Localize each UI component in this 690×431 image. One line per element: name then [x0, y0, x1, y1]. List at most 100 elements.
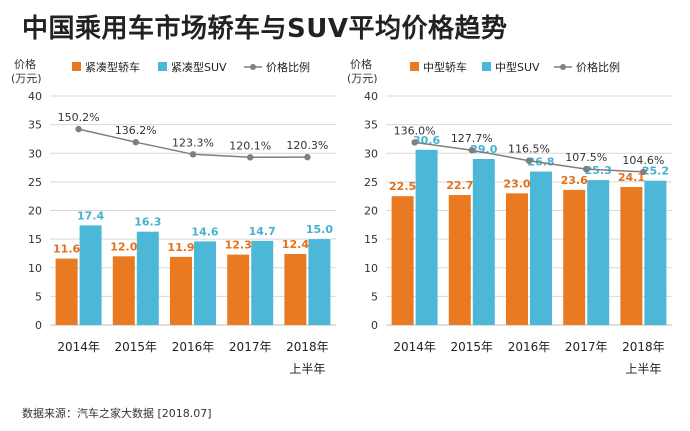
legend-swatch-series-1 [410, 62, 419, 71]
legend-label-ratio: 价格比例 [266, 60, 310, 74]
legend-swatch-series-1 [72, 62, 81, 71]
data-label-series-1: 12.3 [225, 239, 252, 252]
bar-series-1 [112, 256, 135, 325]
bar-series-1 [55, 258, 78, 325]
ratio-point [583, 165, 590, 173]
y-axis-title: 价格 [350, 57, 372, 71]
y-tick-label: 25 [28, 176, 42, 189]
bar-series-1 [391, 196, 414, 325]
bar-series-1 [284, 254, 307, 325]
data-label-series-1: 12.4 [282, 238, 309, 251]
bar-series-1 [506, 193, 528, 325]
data-label-series-1: 23.0 [503, 177, 530, 190]
y-tick-label: 35 [364, 119, 378, 132]
y-tick-label: 5 [371, 290, 378, 303]
bar-series-2 [472, 158, 495, 325]
ratio-point [304, 153, 311, 161]
y-tick-label: 0 [35, 319, 42, 332]
ratio-label: 136.0% [394, 124, 436, 137]
x-tick-label: 2018年 [622, 340, 665, 354]
data-label-series-2: 25.2 [642, 165, 669, 178]
y-tick-label: 10 [364, 262, 378, 275]
data-label-series-1: 22.5 [389, 180, 416, 193]
y-tick-label: 10 [28, 262, 42, 275]
data-label-series-2: 14.6 [191, 225, 218, 238]
legend-swatch-series-2 [158, 62, 167, 71]
y-tick-label: 30 [364, 147, 378, 160]
bar-series-2 [194, 241, 216, 325]
ratio-label: 120.3% [286, 139, 328, 152]
data-label-series-2: 14.7 [249, 225, 276, 238]
bar-series-2 [79, 225, 102, 325]
bar-series-2 [251, 240, 274, 325]
y-axis-unit: (万元) [11, 72, 42, 85]
x-tick-sublabel: 上半年 [289, 362, 325, 376]
ratio-label: 120.1% [229, 139, 271, 152]
x-tick-label: 2014年 [393, 340, 436, 354]
ratio-point [247, 154, 254, 161]
data-label-series-1: 12.0 [110, 240, 137, 253]
bar-series-2 [530, 171, 552, 325]
bar-series-1 [227, 254, 250, 325]
legend-marker-ratio [560, 64, 566, 70]
legend-swatch-series-2 [482, 62, 491, 71]
bar-series-2 [308, 239, 331, 325]
y-tick-label: 35 [28, 119, 42, 132]
ratio-point [411, 139, 418, 146]
data-label-series-1: 11.6 [53, 243, 80, 256]
chart-compact-price-trend: 价格 (万元) 0 5 10 15 20 25 30 35 40 紧凑型轿车 紧凑型SUV 价格比例 11.… [10, 50, 350, 386]
legend-label-series-1: 中型轿车 [423, 60, 467, 74]
y-tick-label: 20 [28, 205, 42, 218]
ratio-label: 104.6% [622, 154, 664, 167]
ratio-label: 116.5% [508, 143, 550, 156]
y-axis-unit: (万元) [347, 72, 378, 85]
legend-label-ratio: 价格比例 [576, 60, 620, 74]
bar-series-1 [448, 195, 471, 325]
data-label-series-2: 17.4 [77, 209, 104, 222]
ratio-point [75, 125, 82, 133]
y-tick-label: 0 [371, 319, 378, 332]
chart-compact-svg: 价格(万元) 0 5 10 15 20 25 30 35 40 紧凑型轿车 紧凑型SUV 价格比例 11.… [11, 57, 336, 376]
x-tick-label: 2016年 [172, 340, 215, 354]
x-tick-label: 2015年 [451, 340, 494, 354]
y-tick-label: 40 [364, 90, 378, 103]
ratio-point [525, 157, 533, 164]
ratio-point [468, 147, 475, 154]
legend-label-series-2: 中型SUV [495, 60, 540, 74]
ratio-label: 127.7% [451, 132, 493, 145]
x-tick-label: 2017年 [565, 340, 608, 354]
ratio-point [132, 139, 139, 146]
bar-series-2 [136, 231, 159, 325]
x-tick-sublabel: 上半年 [625, 362, 661, 376]
bar-series-2 [587, 180, 610, 325]
x-tick-label: 2016年 [508, 340, 551, 354]
ratio-point [640, 168, 647, 176]
ratio-point [189, 151, 197, 158]
bar-series-1 [170, 256, 192, 325]
data-label-series-1: 24.1 [618, 171, 645, 184]
y-tick-label: 5 [35, 290, 42, 303]
bar-series-1 [620, 187, 643, 325]
y-tick-label: 25 [364, 176, 378, 189]
y-tick-label: 40 [28, 90, 42, 103]
y-tick-label: 15 [28, 233, 42, 246]
chart-midsize-price-trend: 价格 (万元) 0 5 10 15 20 25 30 35 40 中型轿车 中型SUV 价格比例 22.5 3… [346, 50, 686, 386]
ratio-label: 136.2% [115, 124, 157, 137]
data-source-note: 数据来源：汽车之家大数据 [2018.07] [22, 407, 212, 420]
data-label-series-2: 29.0 [470, 143, 497, 156]
ratio-label: 107.5% [565, 151, 607, 164]
bar-series-1 [563, 189, 586, 325]
y-tick-label: 20 [364, 205, 378, 218]
x-tick-label: 2014年 [57, 340, 100, 354]
data-label-series-2: 15.0 [306, 223, 333, 236]
legend-marker-ratio [250, 64, 256, 70]
data-label-series-1: 11.9 [167, 241, 194, 254]
data-label-series-2: 16.3 [134, 216, 161, 229]
x-tick-label: 2015年 [115, 340, 158, 354]
y-axis-title: 价格 [14, 57, 36, 71]
legend-label-series-2: 紧凑型SUV [171, 60, 227, 74]
legend-label-series-1: 紧凑型轿车 [85, 60, 140, 74]
x-tick-label: 2018年 [286, 340, 329, 354]
data-label-series-1: 22.7 [446, 179, 473, 192]
